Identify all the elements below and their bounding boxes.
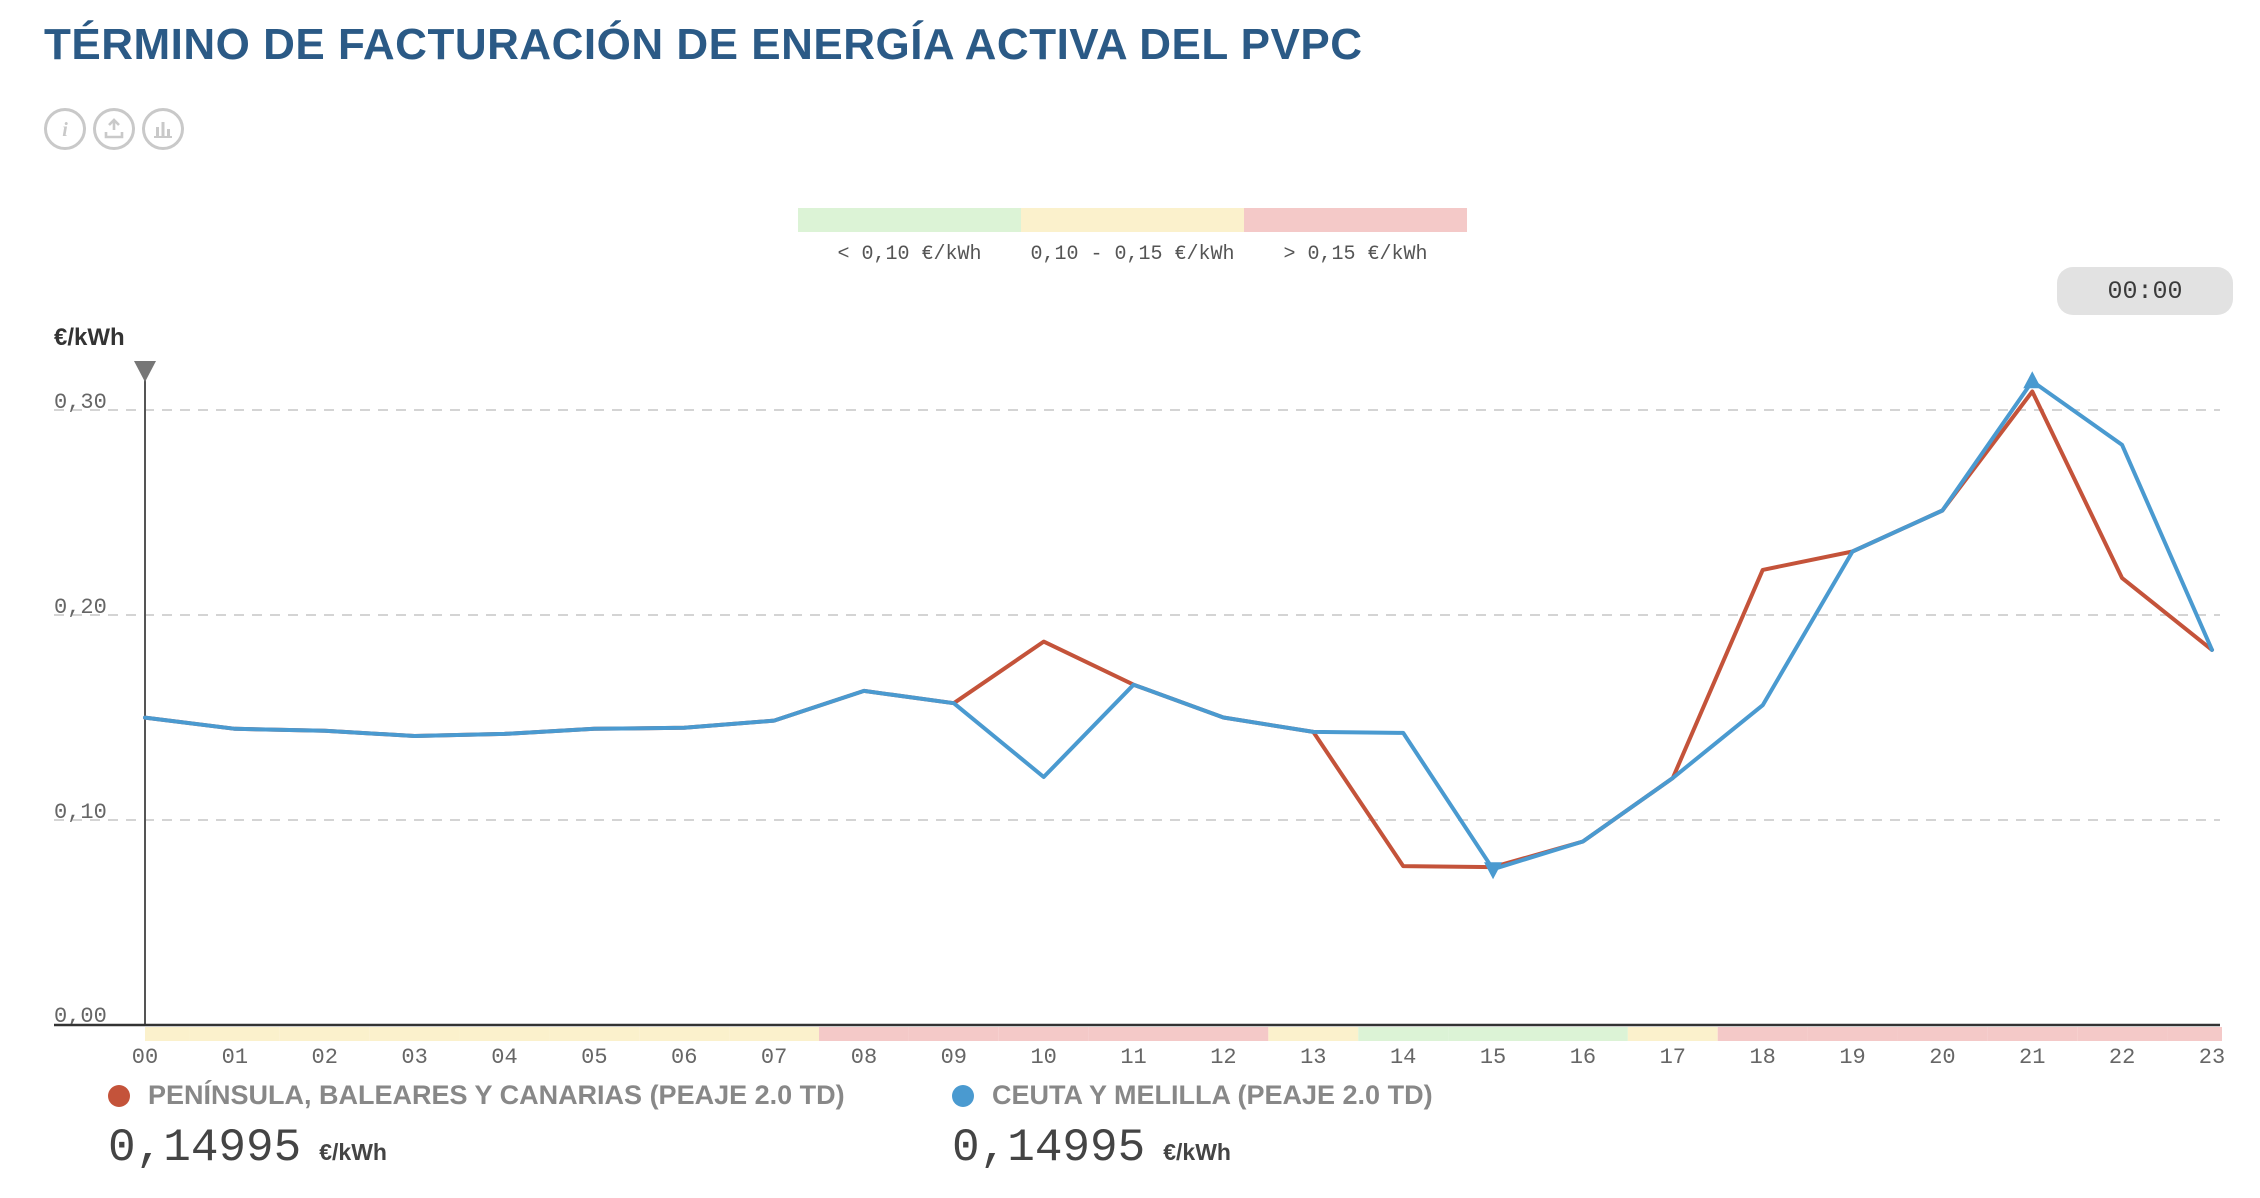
series-lines — [143, 379, 2214, 872]
x-tick-label: 01 — [222, 1045, 248, 1070]
x-tick-label: 17 — [1660, 1045, 1686, 1070]
value-ceuta-melilla: 0,14995 €/kWh — [952, 1122, 1231, 1174]
y-tick-label: 0,20 — [54, 595, 107, 620]
x-tick-label: 22 — [2109, 1045, 2135, 1070]
price-scale-swatch-1 — [1021, 208, 1244, 232]
hour-price-bands — [145, 1027, 2222, 1041]
value-ceuta-melilla-number: 0,14995 — [952, 1122, 1146, 1174]
series-line-ceuta-melilla — [143, 379, 2214, 872]
page-title: TÉRMINO DE FACTURACIÓN DE ENERGÍA ACTIVA… — [44, 20, 1363, 69]
price-scale-swatch-2 — [1244, 208, 1467, 232]
value-ceuta-melilla-unit: €/kWh — [1163, 1139, 1231, 1165]
x-tick-label: 21 — [2019, 1045, 2045, 1070]
x-tick-label: 03 — [401, 1045, 427, 1070]
x-tick-label: 18 — [1749, 1045, 1775, 1070]
hour-band-01 — [189, 1027, 280, 1041]
x-tick-label: 15 — [1480, 1045, 1506, 1070]
x-tick-label: 14 — [1390, 1045, 1416, 1070]
bar-chart-icon — [154, 122, 172, 138]
hour-band-18 — [1717, 1027, 1808, 1041]
y-tick-label: 0,10 — [54, 800, 107, 825]
download-icon — [104, 118, 124, 139]
price-scale-label-0: < 0,10 €/kWh — [837, 243, 981, 266]
hour-band-13 — [1268, 1027, 1359, 1041]
price-scale-legend: < 0,10 €/kWh 0,10 - 0,15 €/kWh > 0,15 €/kW… — [798, 208, 1467, 266]
x-tick-label: 06 — [671, 1045, 697, 1070]
price-scale-label-2: > 0,15 €/kWh — [1283, 243, 1427, 266]
hour-band-04 — [459, 1027, 550, 1041]
hour-band-14 — [1358, 1027, 1449, 1041]
hour-band-20 — [1897, 1027, 1988, 1041]
hour-band-10 — [998, 1027, 1089, 1041]
series-line-peninsula — [143, 389, 2214, 870]
legend-ceuta-melilla[interactable]: CEUTA Y MELILLA (PEAJE 2.0 TD) — [952, 1080, 1433, 1111]
x-tick-label: 11 — [1120, 1045, 1146, 1070]
y-tick-label: 0,30 — [54, 390, 107, 415]
legend-ceuta-melilla-label: CEUTA Y MELILLA (PEAJE 2.0 TD) — [992, 1080, 1433, 1110]
x-tick-label: 12 — [1210, 1045, 1236, 1070]
legend-peninsula-swatch — [108, 1084, 130, 1107]
extreme-markers — [1484, 371, 2042, 880]
hour-band-23 — [2167, 1027, 2222, 1041]
x-tick-label: 04 — [491, 1045, 517, 1070]
y-axis-unit-label: €/kWh — [54, 324, 125, 351]
legend-ceuta-melilla-swatch — [952, 1084, 974, 1107]
chart-toolbar: i — [44, 108, 184, 150]
hour-band-12 — [1178, 1027, 1269, 1041]
x-tick-label: 23 — [2199, 1045, 2225, 1070]
hour-band-06 — [639, 1027, 730, 1041]
hour-band-07 — [729, 1027, 820, 1041]
hour-band-03 — [369, 1027, 460, 1041]
chart-type-button[interactable] — [142, 108, 184, 150]
x-tick-label: 02 — [312, 1045, 338, 1070]
x-tick-label: 19 — [1839, 1045, 1865, 1070]
max-marker-triangle — [2023, 371, 2042, 389]
info-glyph: i — [62, 119, 68, 141]
hour-band-19 — [1807, 1027, 1898, 1041]
legend-peninsula-label: PENÍNSULA, BALEARES Y CANARIAS (PEAJE 2.… — [148, 1080, 845, 1110]
gridlines — [54, 409, 2220, 821]
price-scale-label-1: 0,10 - 0,15 €/kWh — [1030, 243, 1234, 266]
x-tick-label: 09 — [941, 1045, 967, 1070]
x-tick-label: 05 — [581, 1045, 607, 1070]
legend-peninsula[interactable]: PENÍNSULA, BALEARES Y CANARIAS (PEAJE 2.… — [108, 1080, 845, 1111]
min-marker-triangle — [1484, 862, 1503, 880]
x-axis-ticks: 00 01 02 03 04 05 06 07 08 09 10 11 12 13 14 15 16 17 18 19… — [132, 1045, 2225, 1070]
hour-band-00 — [145, 1027, 190, 1041]
hour-band-17 — [1627, 1027, 1718, 1041]
x-tick-label: 20 — [1929, 1045, 1955, 1070]
hour-band-16 — [1537, 1027, 1628, 1041]
x-tick-label: 10 — [1030, 1045, 1056, 1070]
time-display[interactable]: 00:00 — [2057, 267, 2233, 315]
price-scale-swatch-0 — [798, 208, 1021, 232]
hour-band-11 — [1088, 1027, 1179, 1041]
hour-band-02 — [279, 1027, 370, 1041]
y-axis-arrow — [134, 361, 156, 382]
x-tick-label: 13 — [1300, 1045, 1326, 1070]
info-button[interactable]: i — [44, 108, 86, 150]
value-peninsula-number: 0,14995 — [108, 1122, 302, 1174]
hour-band-21 — [1987, 1027, 2078, 1041]
hour-band-08 — [819, 1027, 909, 1041]
x-tick-label: 16 — [1570, 1045, 1596, 1070]
x-tick-label: 08 — [851, 1045, 877, 1070]
value-peninsula: 0,14995 €/kWh — [108, 1122, 387, 1174]
hour-band-22 — [2077, 1027, 2168, 1041]
value-peninsula-unit: €/kWh — [319, 1139, 387, 1165]
download-button[interactable] — [93, 108, 135, 150]
hour-band-09 — [908, 1027, 999, 1041]
hour-band-05 — [549, 1027, 640, 1041]
info-icon: i — [62, 119, 68, 141]
x-tick-label: 00 — [132, 1045, 158, 1070]
x-tick-label: 07 — [761, 1045, 787, 1070]
hour-band-15 — [1448, 1027, 1538, 1041]
y-axis-ticks: 0,000,100,200,30 — [54, 390, 107, 1029]
